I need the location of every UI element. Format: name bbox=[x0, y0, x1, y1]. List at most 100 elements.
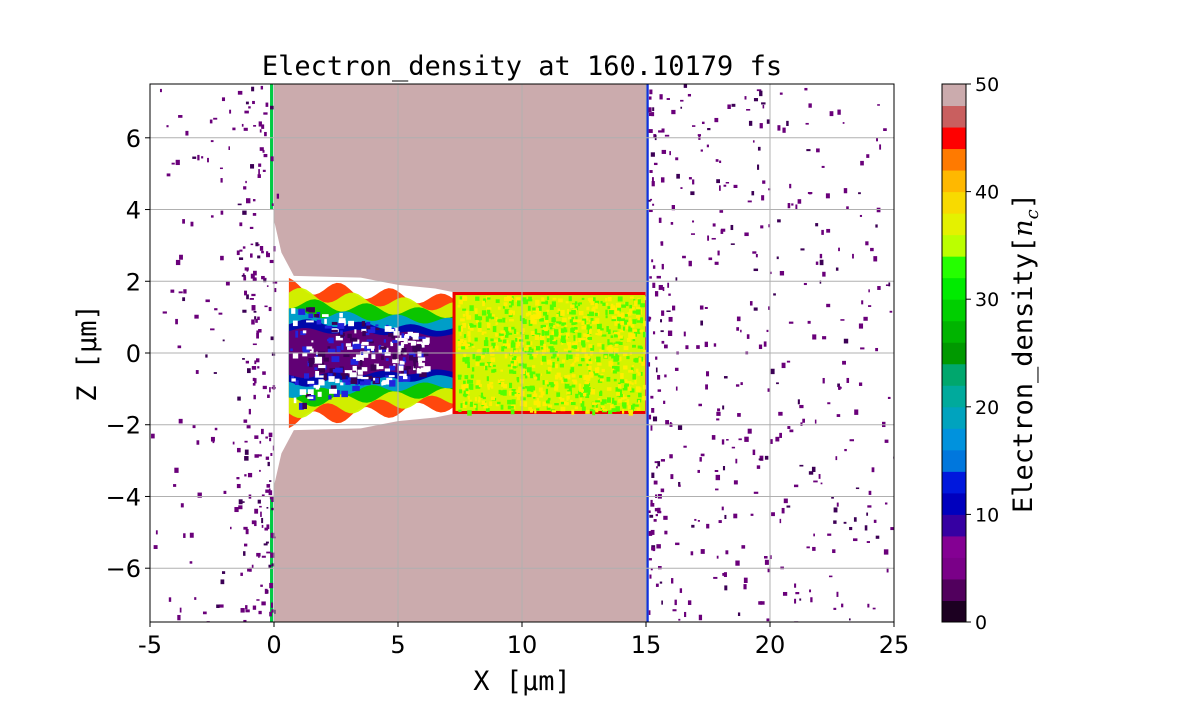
scattered-electron bbox=[789, 429, 794, 433]
y-tick-label: 2 bbox=[126, 268, 141, 296]
channel-speckle bbox=[327, 373, 333, 379]
plasma-speckle bbox=[470, 374, 474, 379]
scattered-electron bbox=[748, 120, 753, 126]
scattered-electron bbox=[722, 466, 726, 471]
scattered-electron bbox=[714, 469, 719, 473]
scattered-electron bbox=[714, 117, 719, 123]
scattered-electron bbox=[866, 512, 869, 516]
plasma-speckle bbox=[627, 381, 632, 385]
scattered-electron bbox=[177, 614, 181, 621]
plasma-speckle bbox=[556, 313, 559, 317]
scattered-electron bbox=[722, 405, 725, 410]
plasma-speckle bbox=[549, 323, 554, 327]
scattered-electron bbox=[697, 520, 700, 522]
scattered-electron bbox=[858, 192, 861, 195]
colorbar-level bbox=[942, 299, 966, 322]
colorbar-level bbox=[942, 385, 966, 408]
channel-speckle bbox=[413, 357, 421, 363]
plasma-speckle bbox=[510, 363, 514, 370]
plasma-speckle bbox=[492, 345, 495, 349]
scattered-electron bbox=[658, 284, 663, 290]
plasma-speckle bbox=[623, 396, 628, 399]
scattered-electron bbox=[253, 270, 257, 276]
plasma-speckle bbox=[552, 362, 555, 368]
plasma-speckle bbox=[540, 347, 545, 350]
scattered-electron bbox=[271, 609, 275, 613]
plasma-speckle bbox=[548, 382, 554, 386]
channel-speckle bbox=[401, 347, 407, 353]
plasma-speckle bbox=[470, 323, 474, 328]
scattered-electron bbox=[194, 314, 199, 319]
plasma-speckle bbox=[635, 368, 639, 373]
plasma-speckle bbox=[543, 330, 548, 333]
scattered-electron bbox=[827, 402, 831, 405]
scattered-electron bbox=[826, 228, 831, 233]
scattered-electron bbox=[649, 574, 652, 579]
plasma-speckle bbox=[563, 348, 568, 351]
plasma-speckle bbox=[507, 364, 513, 367]
scattered-electron bbox=[648, 316, 652, 320]
plasma-speckle bbox=[528, 407, 532, 411]
plasma-speckle bbox=[585, 358, 589, 364]
plasma-speckle bbox=[533, 400, 539, 405]
plasma-speckle bbox=[594, 300, 600, 304]
plasma-speckle bbox=[549, 327, 553, 330]
plasma-speckle bbox=[530, 319, 535, 324]
plasma-speckle bbox=[535, 307, 540, 314]
channel-speckle bbox=[339, 320, 346, 326]
plasma-speckle bbox=[487, 313, 492, 319]
plasma-speckle bbox=[521, 330, 525, 335]
plasma-speckle bbox=[464, 375, 469, 380]
plasma-speckle bbox=[634, 404, 639, 407]
channel-speckle bbox=[314, 313, 320, 318]
channel-speckle bbox=[354, 329, 357, 334]
plasma-speckle bbox=[503, 343, 506, 346]
channel-speckle bbox=[291, 375, 295, 379]
plasma-speckle bbox=[622, 353, 628, 357]
scattered-electron bbox=[717, 408, 721, 412]
plasma-speckle bbox=[587, 390, 591, 395]
channel-speckle bbox=[317, 351, 326, 358]
scattered-electron bbox=[818, 474, 821, 479]
scattered-electron bbox=[868, 305, 872, 307]
plasma-speckle bbox=[627, 385, 630, 391]
plasma-speckle bbox=[582, 343, 586, 348]
channel-speckle bbox=[367, 326, 376, 333]
scattered-electron bbox=[848, 618, 851, 621]
plasma-speckle bbox=[589, 311, 594, 317]
plasma-speckle bbox=[557, 331, 562, 336]
scattered-electron bbox=[171, 162, 175, 165]
plasma-speckle bbox=[588, 328, 592, 335]
plasma-speckle bbox=[504, 339, 509, 346]
scattered-electron bbox=[264, 305, 268, 308]
scattered-electron bbox=[214, 308, 218, 311]
plasma-speckle bbox=[584, 322, 589, 328]
scattered-electron bbox=[716, 179, 720, 184]
scattered-electron bbox=[266, 252, 270, 258]
scattered-electron bbox=[663, 344, 668, 349]
scattered-electron bbox=[766, 119, 771, 124]
plasma-speckle bbox=[486, 362, 492, 366]
plasma-speckle bbox=[475, 357, 480, 362]
plasma-speckle bbox=[573, 335, 576, 341]
plasma-speckle bbox=[520, 368, 526, 375]
scattered-electron bbox=[844, 448, 847, 452]
plasma-speckle bbox=[559, 377, 563, 380]
plasma-speckle bbox=[585, 393, 590, 399]
channel-speckle bbox=[302, 346, 310, 352]
scattered-electron bbox=[250, 253, 253, 258]
plasma-speckle bbox=[546, 296, 550, 300]
plasma-speckle bbox=[610, 404, 614, 409]
channel-speckle bbox=[373, 377, 376, 381]
scattered-electron bbox=[683, 84, 688, 88]
scattered-electron bbox=[675, 386, 678, 391]
plasma-speckle bbox=[590, 300, 595, 306]
scattered-electron bbox=[245, 198, 251, 204]
plasma-speckle bbox=[637, 400, 641, 404]
scattered-electron bbox=[659, 94, 663, 100]
channel-speckle bbox=[394, 327, 398, 334]
plasma-speckle bbox=[638, 387, 642, 392]
scattered-electron bbox=[868, 490, 872, 495]
plasma-speckle bbox=[495, 404, 499, 407]
colorbar-level bbox=[942, 492, 966, 515]
